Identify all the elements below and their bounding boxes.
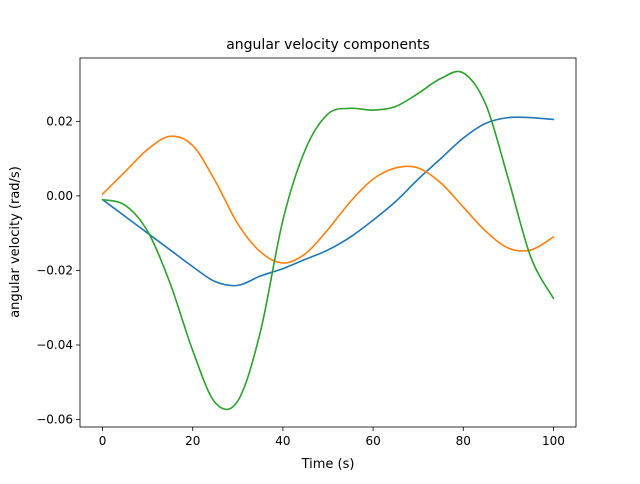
x-tick-label: 20: [185, 434, 200, 448]
x-axis-label: Time (s): [301, 457, 355, 472]
x-tick-label: 40: [275, 434, 290, 448]
series-line-3: [101, 70, 555, 411]
plot-area: [79, 57, 577, 428]
series-lines: [101, 70, 555, 411]
y-tick-label: 0.00: [46, 189, 73, 203]
x-tick-label: 0: [99, 434, 107, 448]
x-tick-label: 100: [542, 434, 565, 448]
y-tick-label: 0.02: [46, 114, 73, 128]
series-line-2: [101, 135, 555, 264]
y-tick-label: −0.04: [36, 338, 73, 352]
x-tick-label: 80: [456, 434, 471, 448]
axes-frame: [79, 57, 577, 428]
y-tick-label: −0.02: [36, 263, 73, 277]
x-tick-label: 60: [365, 434, 380, 448]
chart-title: angular velocity components: [226, 37, 430, 53]
x-axis-ticks: 0 20 40 60 80 100: [99, 427, 565, 448]
series-line-1: [101, 116, 555, 287]
y-tick-label: −0.06: [36, 413, 73, 427]
y-axis-ticks: −0.06 −0.04 −0.02 0.00 0.02: [36, 114, 80, 427]
y-axis-label: angular velocity (rad/s): [8, 166, 23, 318]
